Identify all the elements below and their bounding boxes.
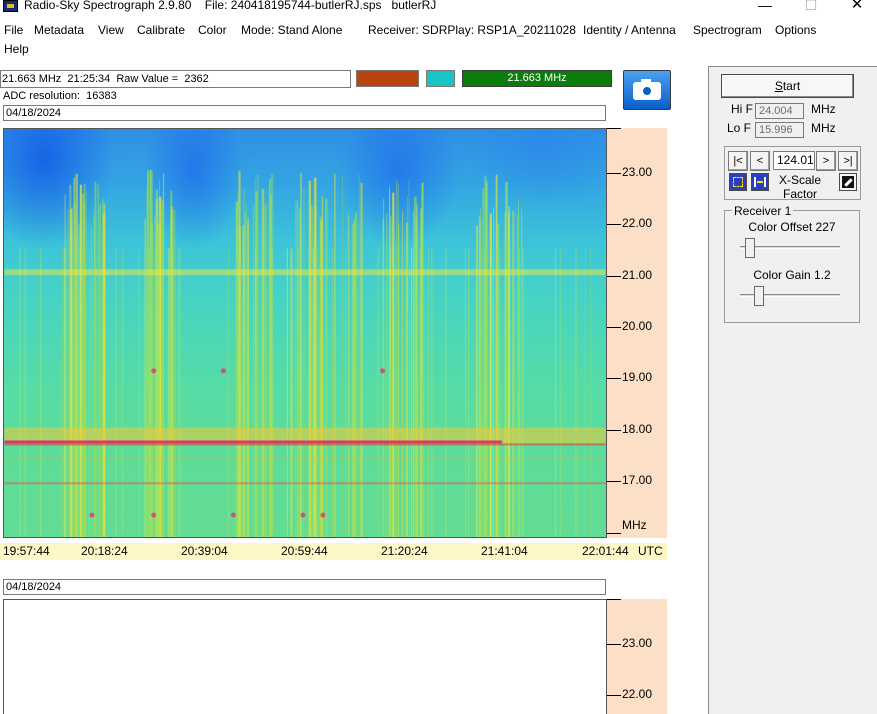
top-plot-date: 04/18/2024 bbox=[3, 105, 606, 121]
y-axis-unit: MHz bbox=[622, 518, 647, 532]
bottom-plot[interactable] bbox=[3, 599, 607, 714]
start-button[interactable]: Start bbox=[721, 74, 854, 98]
color-gain-label: Color Gain 1.2 bbox=[753, 268, 831, 282]
menu-view[interactable]: View bbox=[98, 23, 124, 37]
nav-last-button[interactable]: >| bbox=[838, 151, 858, 171]
frequency-badge: 21.663 MHz bbox=[462, 70, 612, 87]
zoom-select-icon[interactable] bbox=[729, 173, 747, 191]
x-tick-label: 20:59:44 bbox=[281, 544, 328, 558]
xscale-label: X-Scale Factor bbox=[778, 173, 822, 201]
x-tick-label: 20:18:24 bbox=[81, 544, 128, 558]
x-axis: 19:57:44 20:18:24 20:39:04 20:59:44 21:2… bbox=[0, 543, 667, 560]
menu-color[interactable]: Color bbox=[198, 23, 227, 37]
x-tick-label: 22:01:44 bbox=[582, 544, 629, 558]
start-button-accel: S bbox=[774, 79, 783, 93]
lo-freq-input[interactable]: 15.996 bbox=[755, 122, 804, 138]
minimize-button[interactable]: — bbox=[758, 0, 772, 13]
menu-bar: File Metadata View Calibrate Color Mode:… bbox=[0, 20, 877, 60]
hi-freq-unit: MHz bbox=[811, 102, 836, 116]
y-tick-label: 23.00 bbox=[622, 636, 653, 650]
y-tick-label: 19.00 bbox=[622, 370, 653, 384]
menu-mode[interactable]: Mode: Stand Alone bbox=[241, 23, 343, 37]
start-button-label: tart bbox=[782, 79, 801, 93]
menu-spectrogram[interactable]: Spectrogram bbox=[693, 23, 762, 37]
y-tick-label: 17.00 bbox=[622, 473, 653, 487]
y-tick-label: 22.00 bbox=[622, 216, 653, 230]
menu-calibrate[interactable]: Calibrate bbox=[137, 23, 186, 37]
x-tick-label: 19:57:44 bbox=[3, 544, 50, 558]
y-tick-label: 18.00 bbox=[622, 422, 653, 436]
color-offset-slider[interactable] bbox=[745, 238, 755, 258]
nav-prev-button[interactable]: < bbox=[750, 151, 770, 171]
fit-width-icon[interactable] bbox=[751, 173, 769, 191]
color-swatch-primary bbox=[356, 70, 419, 87]
spectrogram-image bbox=[4, 169, 606, 537]
y-tick-label: 21.00 bbox=[622, 268, 653, 282]
app-icon bbox=[3, 0, 18, 12]
menu-options[interactable]: Options bbox=[775, 23, 817, 37]
lo-freq-label: Lo F bbox=[727, 121, 752, 135]
color-offset-label: Color Offset 227 bbox=[748, 220, 836, 234]
nav-next-button[interactable]: > bbox=[816, 151, 836, 171]
y-tick-label: 23.00 bbox=[622, 165, 653, 179]
menu-identity-antenna[interactable]: Identity / Antenna bbox=[583, 23, 676, 37]
color-gain-slider[interactable] bbox=[754, 286, 764, 306]
maximize-button[interactable]: ☐ bbox=[804, 0, 818, 13]
top-y-axis: 23.00 22.00 21.00 20.00 19.00 18.00 17.0… bbox=[607, 128, 667, 538]
x-tick-label: 20:39:04 bbox=[181, 544, 228, 558]
navigation-group bbox=[724, 146, 861, 200]
menu-help[interactable]: Help bbox=[4, 42, 29, 56]
hi-freq-input[interactable]: 24.004 bbox=[755, 103, 804, 119]
xscale-input[interactable]: 124.01 bbox=[773, 151, 815, 170]
color-gain-track[interactable] bbox=[740, 294, 840, 297]
lo-freq-unit: MHz bbox=[811, 121, 836, 135]
bottom-y-axis: 23.00 22.00 bbox=[607, 599, 667, 714]
x-axis-unit: UTC bbox=[638, 544, 663, 558]
cursor-readout: 21.663 MHz 21:25:34 Raw Value = 2362 bbox=[0, 70, 351, 88]
close-button[interactable]: ✕ bbox=[850, 0, 864, 13]
y-tick-label: 20.00 bbox=[622, 319, 653, 333]
pencil-icon[interactable] bbox=[839, 173, 857, 191]
nav-first-button[interactable]: |< bbox=[728, 151, 748, 171]
hi-freq-label: Hi F bbox=[731, 102, 753, 116]
menu-file[interactable]: File bbox=[4, 23, 24, 37]
spectrogram-plot[interactable] bbox=[3, 128, 607, 538]
window-title: Radio-Sky Spectrograph 2.9.80 File: 2404… bbox=[24, 0, 437, 12]
title-bar: Radio-Sky Spectrograph 2.9.80 File: 2404… bbox=[0, 0, 877, 14]
x-tick-label: 21:20:24 bbox=[381, 544, 428, 558]
snapshot-button[interactable] bbox=[623, 70, 671, 110]
receiver-group-title: Receiver 1 bbox=[732, 204, 794, 218]
x-tick-label: 21:41:04 bbox=[481, 544, 528, 558]
color-swatch-secondary bbox=[426, 70, 455, 87]
menu-metadata[interactable]: Metadata bbox=[34, 23, 85, 37]
bottom-plot-date: 04/18/2024 bbox=[3, 579, 606, 595]
y-tick-label: 22.00 bbox=[622, 687, 653, 701]
color-offset-track[interactable] bbox=[740, 246, 840, 249]
camera-icon bbox=[641, 79, 651, 83]
adc-resolution: ADC resolution: 16383 bbox=[3, 90, 117, 102]
menu-receiver[interactable]: Receiver: SDRPlay: RSP1A_20211028 bbox=[368, 23, 576, 37]
